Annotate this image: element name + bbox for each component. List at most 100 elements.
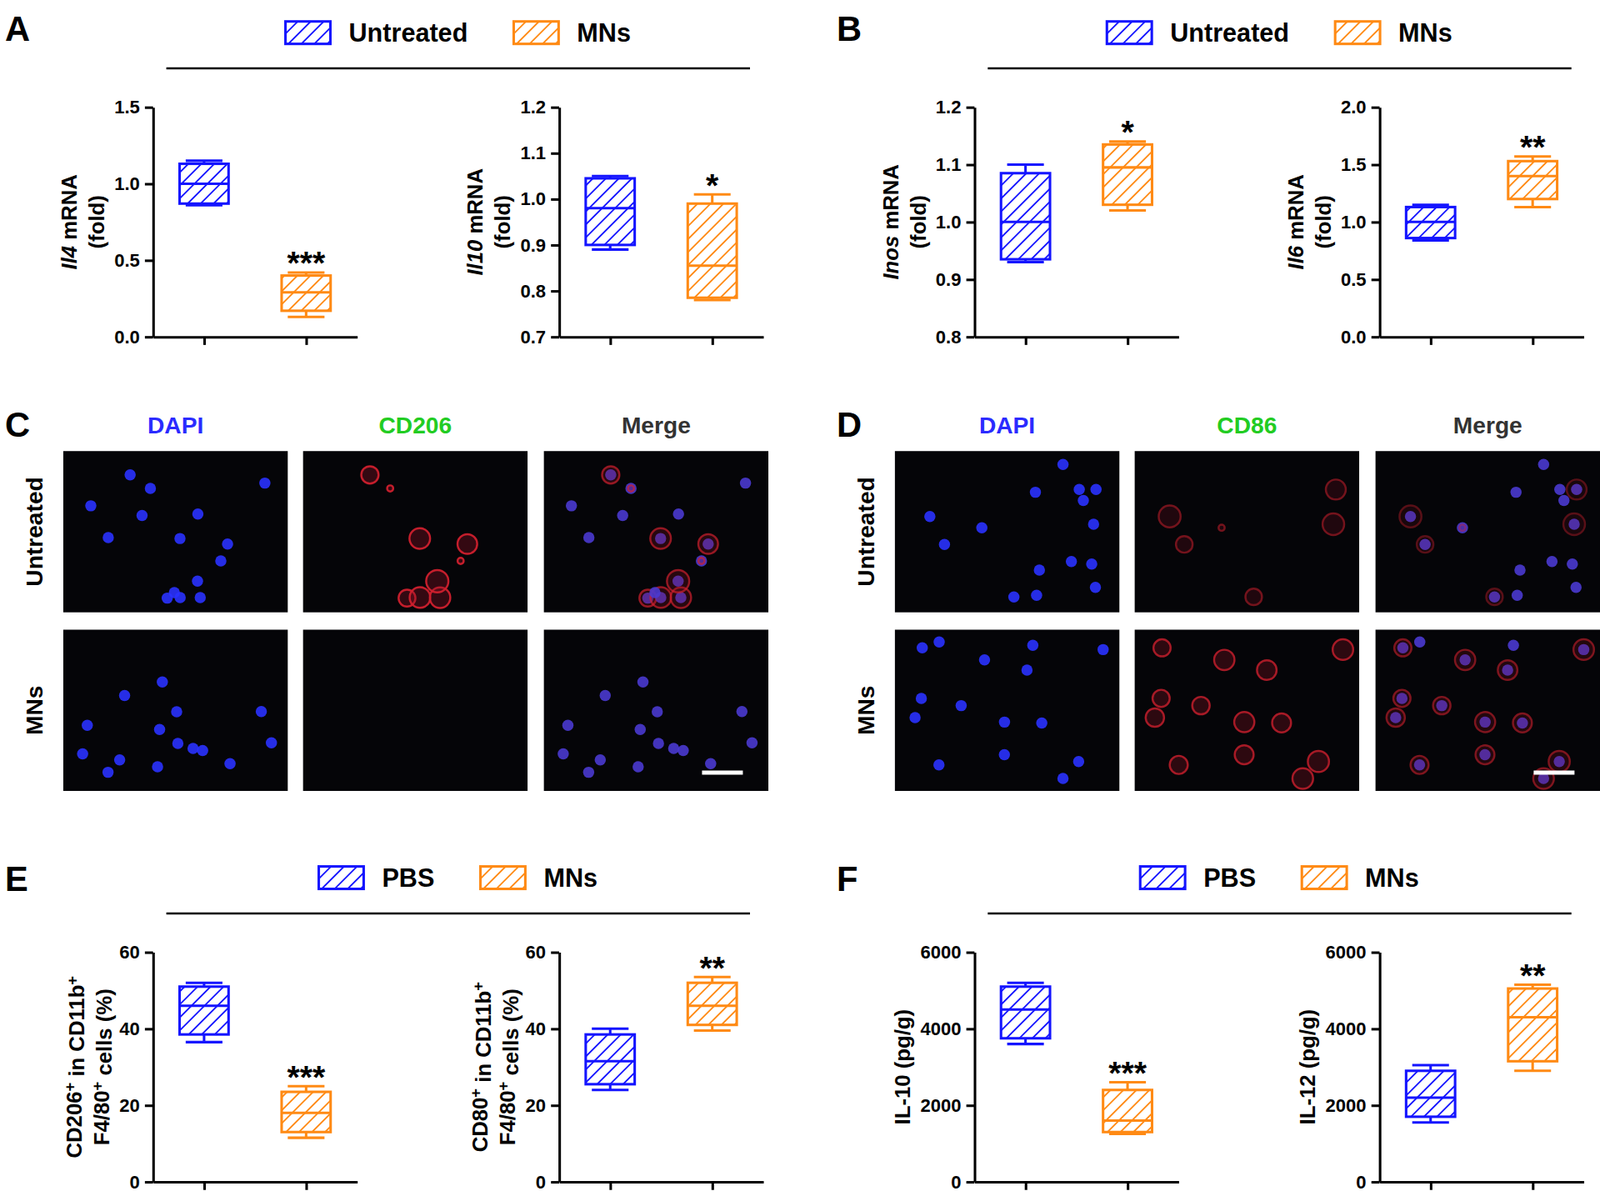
- y-tick: 1.0: [1340, 211, 1380, 233]
- y-tick-label: 0.9: [935, 269, 962, 290]
- y-tick-mark: [550, 290, 560, 293]
- micrograph-bg: [303, 630, 528, 791]
- y-tick-mark: [1371, 1104, 1380, 1107]
- micrograph: [1135, 450, 1360, 612]
- y-tick-mark: [966, 106, 975, 110]
- box: [1405, 205, 1455, 241]
- marker-signal: [387, 485, 394, 491]
- y-axis-title: F4/80+ cells (%): [494, 988, 523, 1145]
- x-tick-mark: [305, 1181, 308, 1190]
- micrograph-bg: [1135, 450, 1360, 612]
- box: [1000, 164, 1050, 262]
- x-tick-mark: [609, 336, 612, 345]
- nucleus: [170, 705, 182, 717]
- box-body: [585, 1034, 635, 1085]
- y-tick-label: 0.0: [1340, 326, 1367, 348]
- significance: **: [1520, 129, 1546, 165]
- whisker-cap-low: [287, 1136, 325, 1140]
- micrograph: [895, 630, 1120, 791]
- y-tick: 2.0: [1340, 96, 1380, 118]
- x-tick: [1127, 336, 1129, 345]
- nucleus: [595, 754, 606, 765]
- marker-signal: [1145, 708, 1165, 727]
- y-axis: 0204060: [119, 941, 154, 1193]
- nucleus: [1456, 521, 1468, 533]
- nucleus: [1073, 755, 1085, 767]
- marker-signal: [457, 534, 478, 555]
- y-tick-label: 4000: [1325, 1018, 1367, 1040]
- x-tick: [204, 336, 205, 345]
- nucleus: [933, 759, 945, 770]
- y-tick-mark: [966, 278, 975, 281]
- whisker-high: [1024, 164, 1027, 173]
- panel-label: E: [5, 859, 29, 899]
- nucleus: [1057, 458, 1069, 470]
- y-tick-label: 1.0: [1340, 211, 1367, 233]
- x-axis: [153, 336, 358, 345]
- nucleus: [562, 720, 574, 731]
- marker-signal: [1325, 479, 1346, 500]
- y-tick: 0.0: [1340, 326, 1380, 348]
- y-tick: 1.1: [935, 154, 975, 175]
- nucleus: [168, 586, 180, 598]
- y-tick-label: 0: [129, 1171, 140, 1193]
- median: [687, 1004, 737, 1007]
- nucleus: [1090, 484, 1101, 495]
- x-axis: [560, 1181, 765, 1190]
- x-axis: [975, 1181, 1180, 1190]
- legend-label: Untreated: [1170, 18, 1290, 47]
- row-header: MNs: [21, 685, 48, 735]
- y-tick-mark: [966, 164, 975, 167]
- legend-swatch: [285, 21, 331, 45]
- y-tick-mark: [145, 1027, 154, 1030]
- micrograph: [1375, 630, 1600, 791]
- y-tick-mark: [550, 951, 560, 955]
- box: [1405, 1065, 1455, 1123]
- marker-signal: [1394, 639, 1412, 657]
- nucleus: [955, 700, 967, 711]
- box: [1000, 982, 1050, 1044]
- median: [585, 206, 635, 210]
- y-axis-line: [558, 952, 561, 1183]
- nucleus: [736, 705, 748, 717]
- column-header: DAPI: [979, 412, 1035, 439]
- y-tick: 0: [950, 1171, 975, 1193]
- x-tick-mark: [1531, 1181, 1535, 1190]
- significance: **: [699, 950, 725, 986]
- median: [1508, 1015, 1558, 1019]
- y-tick-label: 6000: [1325, 941, 1367, 963]
- y-tick: 1.2: [935, 96, 975, 118]
- row-header: Untreated: [21, 476, 48, 586]
- x-axis-line: [975, 335, 1180, 339]
- whisker-cap-high: [1007, 981, 1045, 985]
- x-axis-line: [153, 335, 358, 339]
- box-body: [1508, 988, 1558, 1061]
- y-tick-mark: [550, 198, 560, 201]
- whisker-cap-high: [591, 175, 629, 178]
- y-tick: 1.0: [935, 211, 975, 233]
- box-chart: 0.80.91.01.11.2*Inos mRNA(fold): [879, 96, 1180, 348]
- x-tick-mark: [711, 336, 715, 345]
- x-tick: [610, 1181, 611, 1190]
- y-tick-mark: [145, 335, 154, 339]
- whisker-cap-high: [1412, 203, 1450, 206]
- significance: ***: [286, 1059, 325, 1095]
- marker-signal: [1256, 660, 1277, 680]
- y-tick: 1.0: [520, 188, 560, 210]
- marker-signal: [1158, 505, 1180, 528]
- marker-signal: [1332, 639, 1354, 660]
- nucleus: [625, 482, 636, 494]
- nucleus: [195, 591, 206, 603]
- y-tick: 0.8: [520, 280, 560, 302]
- y-tick-label: 1.0: [114, 173, 140, 195]
- box-body: [180, 164, 230, 205]
- y-tick-label: 0.8: [935, 326, 962, 348]
- nucleus: [196, 745, 208, 756]
- y-axis: 0.70.80.91.01.11.2: [520, 96, 560, 348]
- y-tick-mark: [550, 152, 560, 155]
- marker-signal: [1416, 535, 1434, 553]
- marker-signal: [1459, 525, 1465, 531]
- y-axis-title: IL-10 (pg/g): [890, 1009, 915, 1125]
- nucleus: [1414, 635, 1425, 647]
- micrograph: [303, 450, 528, 612]
